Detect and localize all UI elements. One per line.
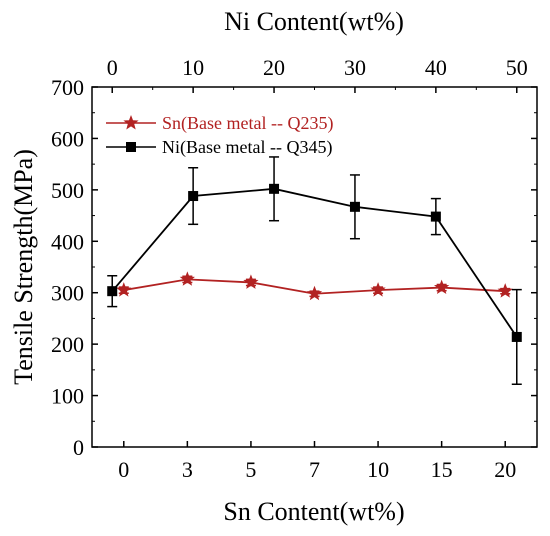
- y-tick-label: 100: [51, 384, 84, 409]
- data-point-square: [107, 286, 118, 297]
- legend-label-ni: Ni(Base metal -- Q345): [162, 137, 332, 158]
- legend: Sn(Base metal -- Q235) Ni(Base metal -- …: [106, 113, 333, 158]
- data-point-square: [430, 211, 441, 222]
- y-tick-label: 200: [51, 332, 84, 357]
- series-line: [111, 187, 518, 338]
- x-tick-label: 3: [182, 457, 193, 482]
- data-point-star: [243, 274, 259, 289]
- y-tick-label: 400: [51, 229, 84, 254]
- x2-tick-label: 30: [344, 55, 366, 80]
- data-point-star: [370, 282, 386, 297]
- x2-tick-label: 40: [425, 55, 447, 80]
- y-tick-label: 0: [73, 435, 84, 460]
- data-point-square: [511, 331, 522, 342]
- y-tick-label: 700: [51, 75, 84, 100]
- legend-square-marker-icon: [126, 142, 136, 152]
- data-point-star: [497, 283, 513, 298]
- series: [107, 156, 522, 386]
- x-tick-label: 7: [309, 457, 320, 482]
- x2-tick-label: 0: [107, 55, 118, 80]
- x-tick-label: 10: [367, 457, 389, 482]
- tick-marks: [92, 86, 537, 448]
- data-point-star: [179, 271, 195, 286]
- x2-tick-label: 10: [182, 55, 204, 80]
- data-point-star: [306, 285, 323, 301]
- x-tick-label: 0: [118, 457, 129, 482]
- x-tick-label: 5: [245, 457, 256, 482]
- data-point-square: [269, 183, 280, 194]
- data-point-star: [116, 282, 132, 297]
- y-tick-label: 300: [51, 281, 84, 306]
- x-tick-label: 15: [431, 457, 453, 482]
- data-point-square: [188, 191, 199, 202]
- legend-label-sn: Sn(Base metal -- Q235): [162, 113, 333, 134]
- series-1: [107, 156, 522, 386]
- y-tick-label: 600: [51, 126, 84, 151]
- x2-tick-label: 20: [263, 55, 285, 80]
- data-point-square: [349, 201, 360, 212]
- data-point-star: [434, 279, 450, 295]
- x-axis-title: Sn Content(wt%): [223, 497, 404, 526]
- y-tick-label: 500: [51, 178, 84, 203]
- x2-axis-title: Ni Content(wt%): [224, 7, 404, 36]
- y-axis-title: Tensile Strength(MPa): [9, 149, 38, 385]
- legend-star-marker-icon: [123, 115, 139, 130]
- x2-tick-label: 50: [506, 55, 528, 80]
- series-0: [116, 271, 513, 301]
- x-tick-label: 20: [494, 457, 516, 482]
